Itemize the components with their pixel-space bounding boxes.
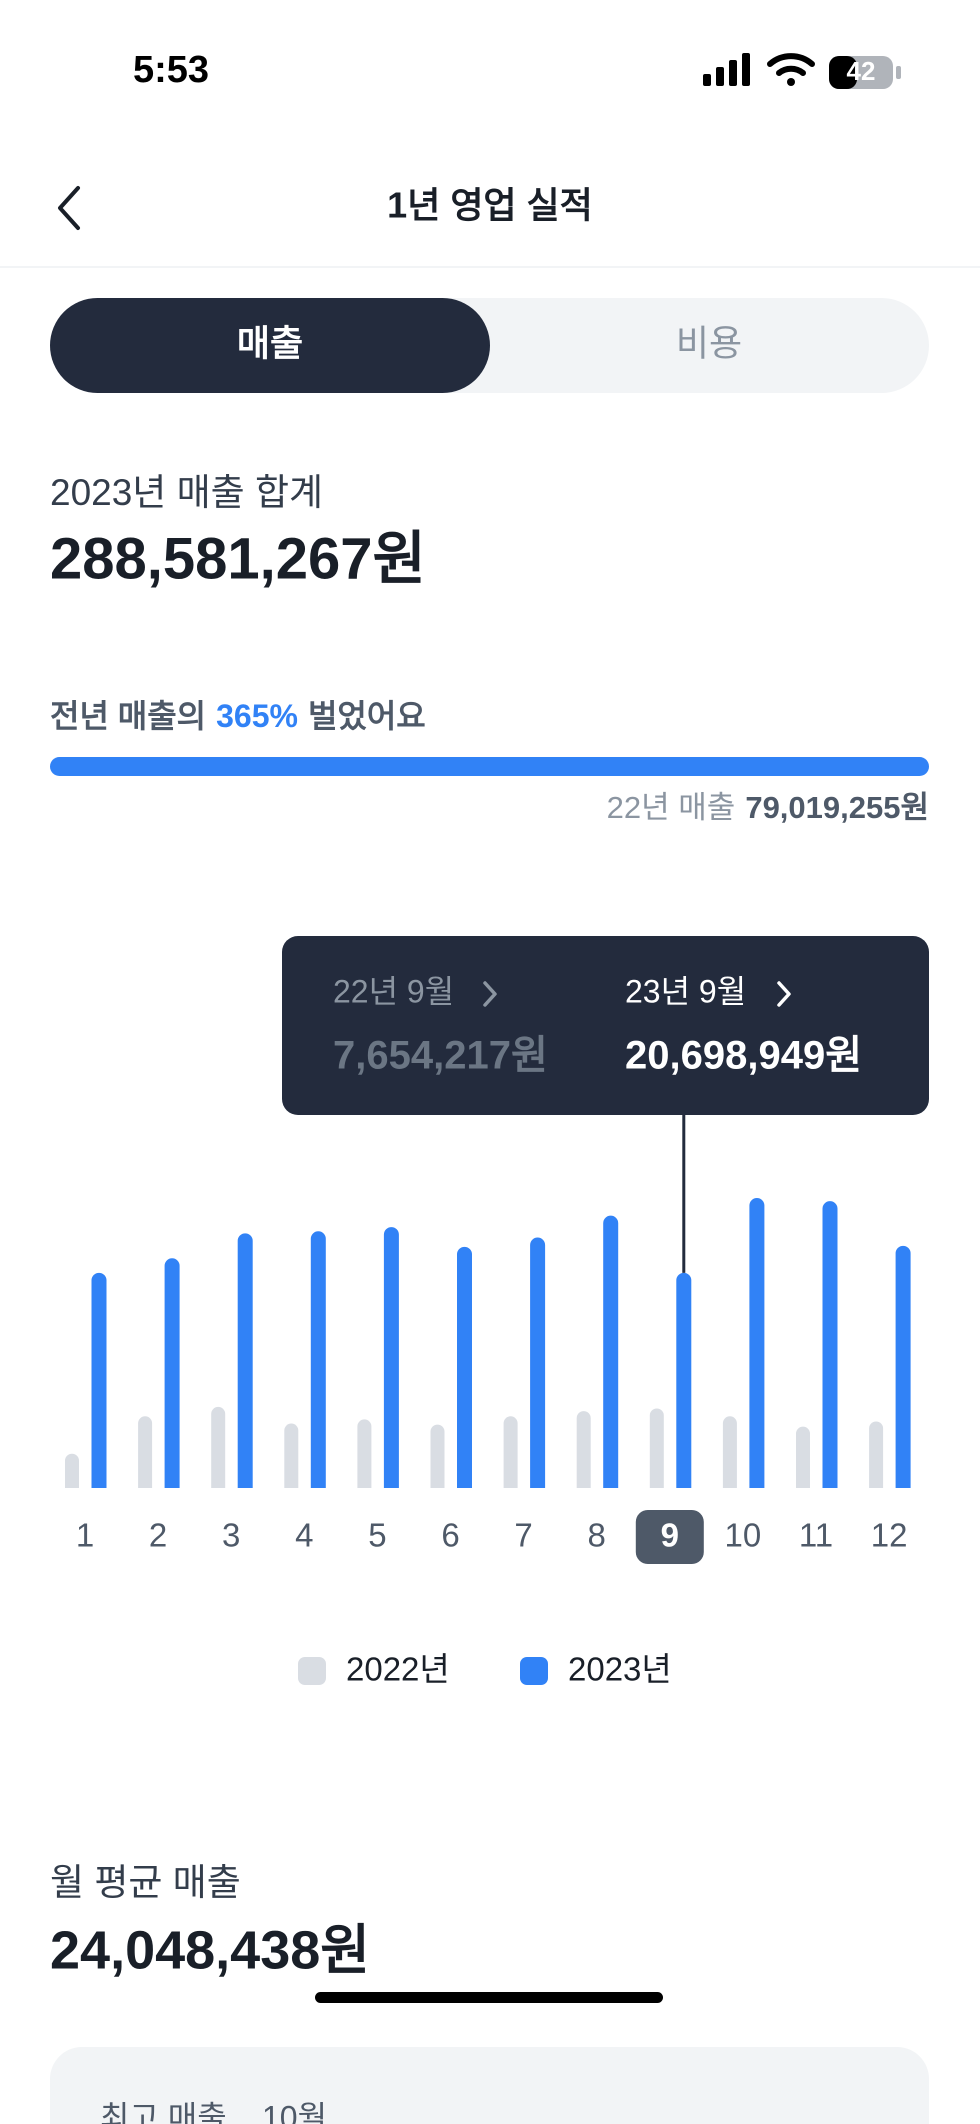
legend-swatch — [520, 1657, 548, 1685]
bar — [503, 1416, 518, 1488]
header-title: 1년 영업 실적 — [387, 185, 593, 226]
bar — [457, 1246, 472, 1488]
tab-active[interactable] — [50, 298, 490, 393]
legend-label: 2023년 — [568, 1651, 672, 1688]
tooltip-value: 7,654,217원 — [333, 1034, 548, 1078]
x-tick-label: 3 — [222, 1517, 240, 1554]
x-tick-label: 2 — [149, 1517, 167, 1554]
bar — [211, 1406, 226, 1488]
bar — [869, 1421, 884, 1488]
tooltip-value: 20,698,949원 — [625, 1034, 862, 1078]
progress-bar — [50, 757, 929, 776]
card-title: 최고 매출 — [100, 2099, 227, 2124]
legend-swatch — [298, 1657, 326, 1685]
bar — [796, 1426, 810, 1488]
bar — [722, 1416, 737, 1488]
bar — [822, 1201, 838, 1488]
bar — [430, 1424, 445, 1488]
card-month: 10월 — [262, 2099, 327, 2124]
bar — [676, 1272, 692, 1488]
bar — [530, 1237, 546, 1488]
selected-month — [635, 1510, 704, 1564]
tooltip-label: 23년 9월 — [625, 973, 746, 1009]
summary-label: 2023년 매출 합계 — [50, 472, 323, 513]
x-tick-label: 6 — [441, 1517, 459, 1554]
prev-label: 22년 매출 — [607, 790, 736, 825]
bar — [138, 1416, 153, 1488]
x-tick-label: 11 — [799, 1517, 833, 1554]
x-tick-label: 12 — [871, 1517, 908, 1554]
chevron — [483, 981, 497, 1007]
bar — [895, 1245, 911, 1488]
signal-icon — [703, 53, 750, 86]
x-tick-label: 9 — [661, 1517, 679, 1554]
bar — [65, 1453, 80, 1488]
x-tick-label: 4 — [295, 1517, 313, 1554]
tooltip-label: 22년 9월 — [333, 973, 454, 1009]
battery-icon: 42 — [829, 56, 901, 89]
comparison-after: 벌었어요 — [308, 698, 426, 734]
battery-level: 42 — [847, 56, 876, 86]
prev-year-text: 22년 매출 79,019,255원 — [607, 790, 929, 825]
bar — [164, 1258, 180, 1488]
comparison-before: 전년 매출의 — [50, 698, 206, 734]
home-indicator — [315, 1992, 663, 2003]
x-tick-label: 5 — [368, 1517, 386, 1554]
x-tick-label: 8 — [588, 1517, 606, 1554]
tab[interactable]: 매출 — [237, 323, 303, 364]
bar — [383, 1227, 399, 1488]
bar — [749, 1198, 765, 1488]
x-tick-label: 10 — [725, 1517, 762, 1554]
average-label: 월 평균 매출 — [50, 1862, 241, 1903]
comparison-text: 전년 매출의 365% 벌었어요 — [50, 698, 426, 734]
bar — [649, 1408, 664, 1488]
bar — [310, 1231, 326, 1488]
bar — [284, 1423, 299, 1488]
bar — [576, 1411, 591, 1488]
x-tick-label: 7 — [514, 1517, 532, 1554]
comparison-highlight: 365% — [216, 698, 298, 734]
back-button[interactable] — [58, 186, 80, 230]
bar — [603, 1215, 619, 1488]
tab[interactable]: 비용 — [676, 323, 742, 364]
chevron — [777, 981, 791, 1007]
bar — [91, 1272, 107, 1488]
status-time: 5:53 — [133, 49, 209, 91]
bar — [237, 1233, 253, 1488]
bar — [357, 1419, 372, 1488]
card[interactable] — [50, 2047, 929, 2124]
prev-value: 79,019,255원 — [745, 790, 929, 825]
x-tick-label: 1 — [76, 1517, 94, 1554]
legend-label: 2022년 — [346, 1651, 450, 1688]
wifi-icon — [767, 53, 815, 86]
summary-value: 288,581,267원 — [50, 526, 426, 591]
average-value: 24,048,438원 — [50, 1920, 370, 1980]
tooltip — [282, 936, 929, 1115]
